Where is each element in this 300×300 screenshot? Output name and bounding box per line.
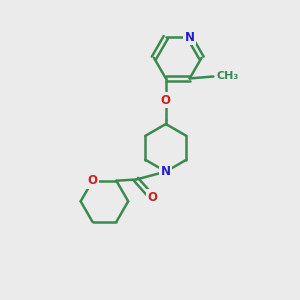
Text: O: O [88,174,98,187]
Text: N: N [161,165,171,178]
Text: O: O [147,191,157,204]
Text: O: O [161,94,171,107]
Text: N: N [184,31,195,44]
Text: CH₃: CH₃ [216,71,238,82]
